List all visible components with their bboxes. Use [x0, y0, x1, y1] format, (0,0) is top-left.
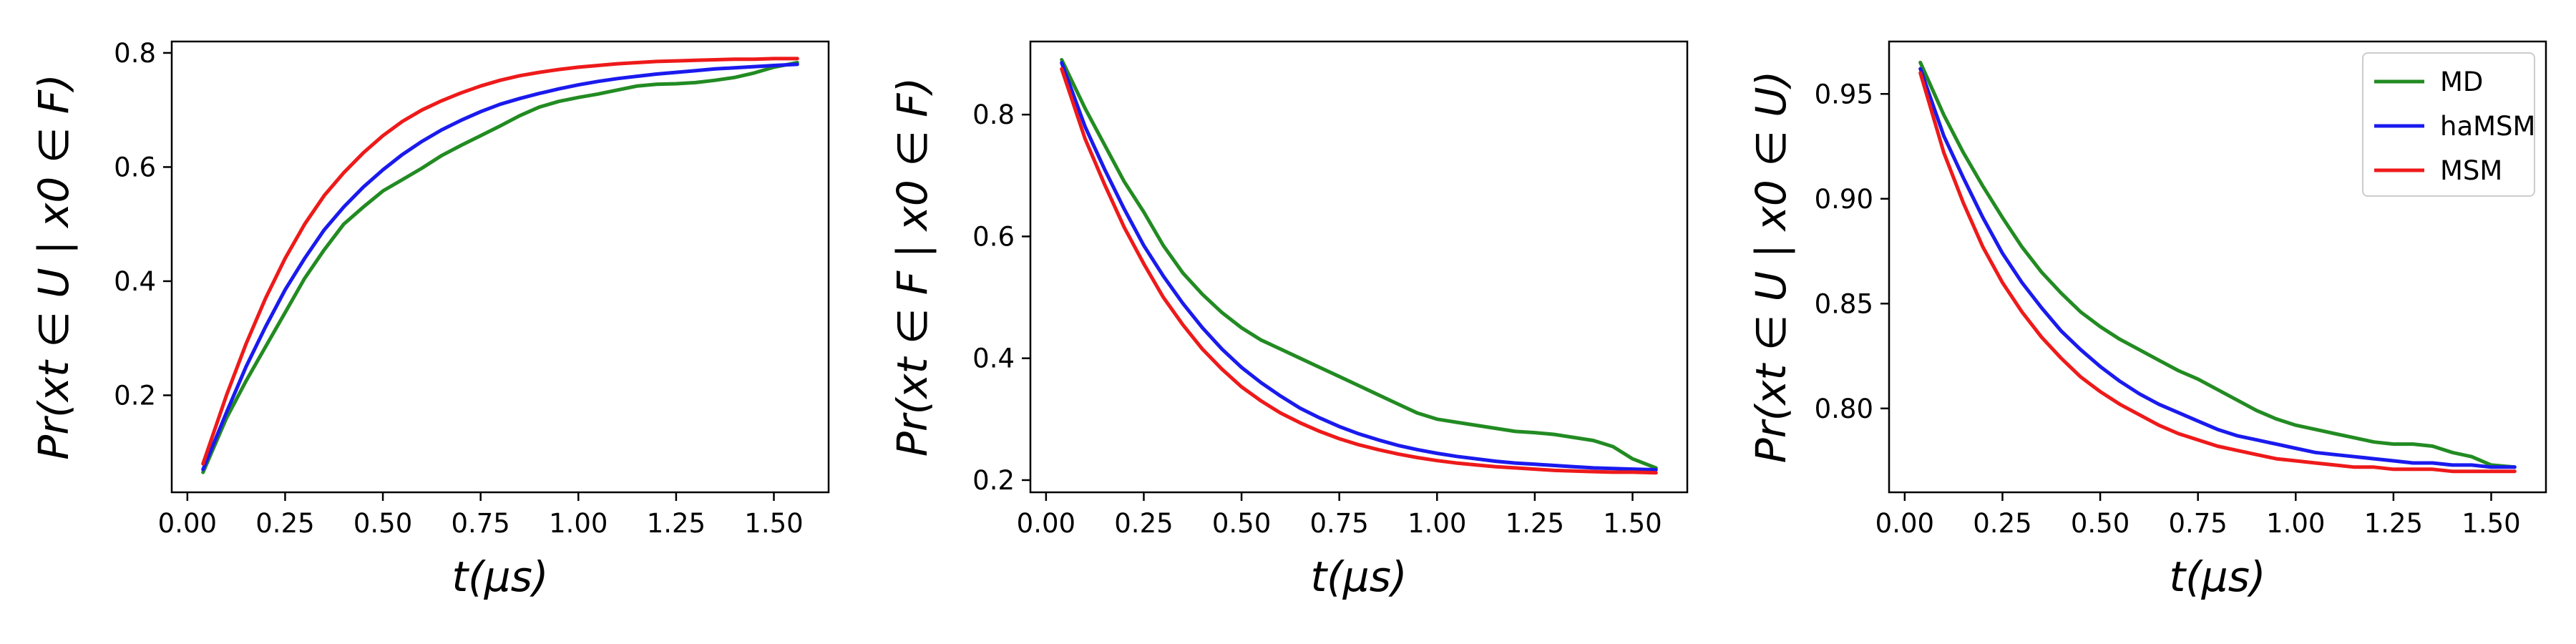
y-tick-label: 0.8: [972, 99, 1015, 130]
series-line-md: [1918, 60, 2517, 469]
legend-label-msm: MSM: [2440, 155, 2502, 186]
x-tick-label: 0.75: [2168, 508, 2227, 539]
x-tick-label: 0.75: [451, 508, 509, 539]
x-tick-label: 0.50: [353, 508, 412, 539]
y-axis-label: Pr(xt ∈ U | x0 ∈ F): [29, 74, 78, 459]
y-tick-label: 0.8: [114, 38, 156, 69]
x-tick-label: 0.00: [1875, 508, 1934, 539]
legend: MD haMSM MSM: [2362, 52, 2535, 197]
axes-frame: [170, 40, 830, 494]
series-line-hamsm: [201, 62, 799, 472]
series-line-msm: [1918, 71, 2517, 474]
series-line-hamsm: [1060, 61, 1658, 472]
x-tick-label: 1.00: [549, 508, 608, 539]
x-tick-label: 0.25: [1114, 508, 1173, 539]
x-tick-label: 1.25: [647, 508, 706, 539]
x-tick-label: 0.25: [255, 508, 314, 539]
axes-frame: [1888, 40, 2547, 494]
series-line-msm: [1060, 67, 1658, 475]
x-tick-label: 1.50: [1603, 508, 1662, 539]
y-tick-label: 0.95: [1815, 79, 1873, 109]
subplot-2: 0.00 0.25 0.50 0.75 1.00 1.25 1.50 0.2 0.4 0.6 0.8…: [888, 40, 1689, 601]
x-tick-label: 0.00: [158, 508, 217, 539]
y-tick-label: 0.2: [114, 380, 156, 411]
series-line-md: [201, 61, 799, 474]
y-tick-label: 0.85: [1815, 288, 1873, 319]
x-axis-label: t(μs): [2169, 552, 2265, 601]
y-axis-label: Pr(xt ∈ U | x0 ∈ U): [1747, 71, 1795, 463]
legend-label-hamsm: haMSM: [2440, 111, 2535, 142]
legend-box: [2362, 52, 2535, 197]
series-line-hamsm: [1918, 67, 2517, 469]
x-tick-label: 0.50: [1212, 508, 1271, 539]
x-tick-label: 1.50: [744, 508, 803, 539]
y-tick-label: 0.4: [114, 266, 156, 297]
series-line-msm: [201, 57, 799, 466]
x-tick-label: 0.50: [2071, 508, 2129, 539]
x-tick-label: 1.25: [1506, 508, 1564, 539]
y-axis-label: Pr(xt ∈ F | x0 ∈ F): [888, 77, 937, 457]
y-tick-label: 0.4: [972, 343, 1015, 374]
subplot-1: 0.00 0.25 0.50 0.75 1.00 1.25 1.50 0.2 0.4 0.6 0.8…: [29, 38, 830, 601]
x-axis-label: t(μs): [1310, 552, 1407, 601]
y-tick-label: 0.90: [1815, 184, 1873, 215]
series-line-md: [1060, 58, 1658, 470]
x-tick-label: 1.25: [2364, 508, 2423, 539]
x-tick-label: 0.75: [1309, 508, 1368, 539]
x-tick-label: 0.25: [1973, 508, 2031, 539]
y-tick-label: 0.6: [972, 221, 1015, 252]
y-tick-label: 0.80: [1815, 394, 1873, 424]
y-tick-label: 0.2: [972, 465, 1015, 496]
x-tick-label: 0.00: [1017, 508, 1075, 539]
x-axis-label: t(μs): [452, 552, 548, 601]
y-tick-label: 0.6: [114, 152, 156, 182]
x-tick-label: 1.00: [1407, 508, 1466, 539]
legend-label-md: MD: [2440, 67, 2483, 97]
x-tick-label: 1.00: [2266, 508, 2325, 539]
x-tick-label: 1.50: [2462, 508, 2520, 539]
subplot-3: 0.00 0.25 0.50 0.75 1.00 1.25 1.50 0.80 0.85 0.90…: [1747, 40, 2547, 601]
axes-frame: [1029, 40, 1689, 494]
